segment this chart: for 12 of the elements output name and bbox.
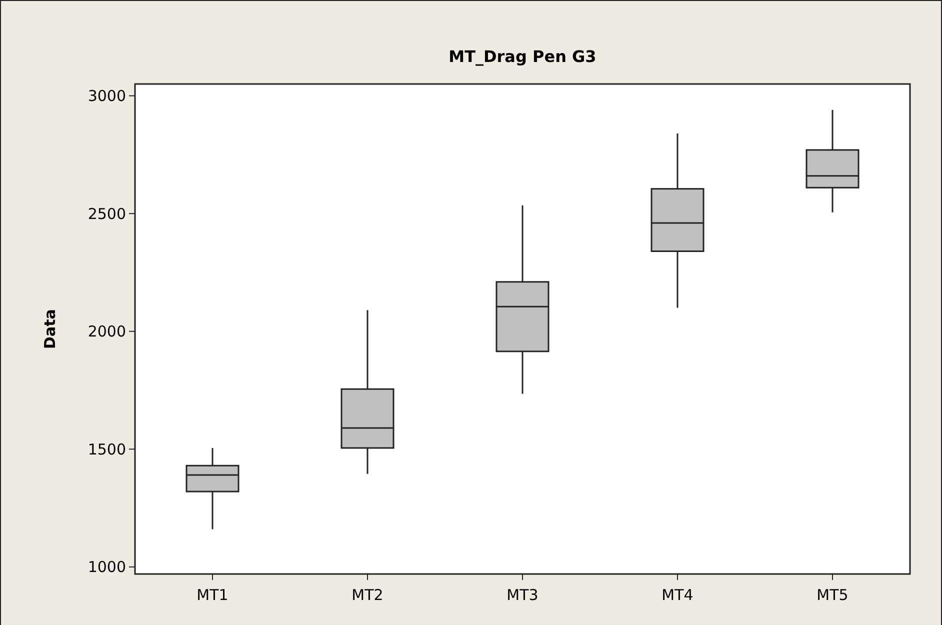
y-tick-label: 3000 <box>88 87 126 106</box>
chart-title: MT_Drag Pen G3 <box>448 47 596 66</box>
x-tick-label: MT5 <box>816 586 848 604</box>
y-tick-label: 2000 <box>88 322 126 341</box>
y-axis-title: Data <box>41 309 59 349</box>
x-tick-label: MT3 <box>506 586 538 604</box>
y-tick-label: 1000 <box>88 558 126 576</box>
y-tick-label: 1500 <box>88 440 126 458</box>
x-tick-label: MT4 <box>662 586 694 604</box>
x-tick-label: MT2 <box>352 586 384 604</box>
x-tick-label: MT1 <box>196 586 228 604</box>
y-tick-label: 2500 <box>88 204 126 223</box>
